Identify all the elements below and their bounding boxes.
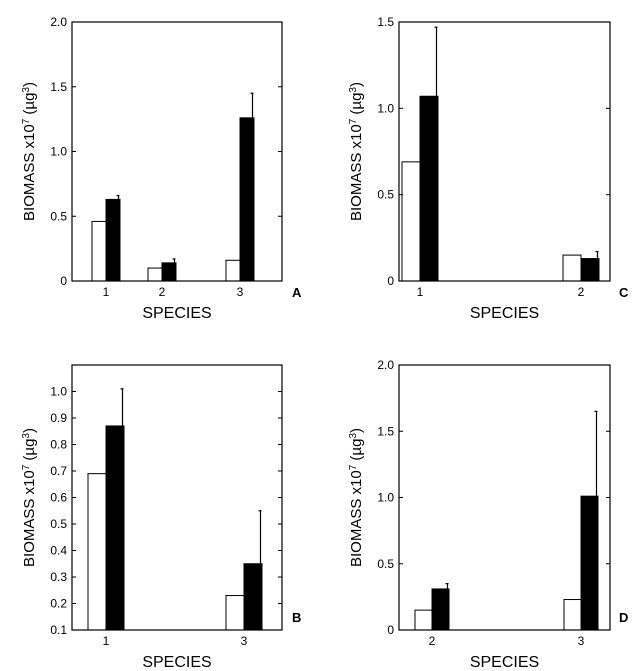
bar-filled — [419, 95, 439, 282]
y-tick-label: 1.0 — [377, 101, 394, 115]
x-tick-label: 2 — [429, 634, 436, 648]
y-tick-label: 0.5 — [50, 517, 67, 531]
plot-frame — [398, 21, 611, 282]
y-tick-label: 0.1 — [50, 623, 67, 637]
y-tick-label: 1.0 — [50, 385, 67, 399]
bar-filled — [239, 117, 255, 282]
x-tick-label: 3 — [241, 634, 248, 648]
bar-filled — [161, 262, 177, 282]
plot-frame — [398, 364, 611, 631]
x-tick-label: 2 — [578, 285, 585, 299]
chart-panel-c: 1 2 0 0.5 1.0 1.5 SPECIES BIOMASS x107 (µg3) C — [348, 15, 630, 322]
y-tick-label: 2.0 — [50, 15, 67, 29]
plot-frame — [71, 364, 283, 631]
x-axis-label: SPECIES — [470, 654, 539, 671]
y-tick-label: 0 — [60, 274, 67, 288]
y-tick-label: 0.6 — [50, 491, 67, 505]
y-tick-label: 0.3 — [50, 570, 67, 584]
y-tick-label: 0.4 — [50, 544, 67, 558]
y-tick-label: 1.5 — [377, 424, 394, 438]
y-tick-label: 0.5 — [50, 209, 67, 223]
bar-open — [147, 267, 163, 282]
bar-open — [562, 254, 582, 282]
y-axis-label: BIOMASS x107 (µg3) — [21, 428, 39, 567]
y-axis-label: BIOMASS x107 (µg3) — [21, 82, 39, 221]
bar-open — [414, 609, 433, 631]
y-axis-label: BIOMASS x107 (µg3) — [348, 82, 366, 221]
y-tick-label: 0.8 — [50, 438, 67, 452]
y-tick-label: 0.9 — [50, 411, 67, 425]
y-tick-label: 1.0 — [377, 491, 394, 505]
panel-letter: A — [292, 285, 302, 300]
bar-filled — [580, 258, 600, 282]
x-tick-label: 1 — [103, 634, 110, 648]
bar-open — [563, 599, 582, 631]
bar-open — [225, 595, 245, 631]
chart-panel-a: 1 2 3 0 0.5 1.0 1.5 2.0 SPECIES BIOMASS x107 (µg3… — [21, 15, 303, 322]
x-tick-label: 2 — [159, 285, 166, 299]
bar-open — [225, 259, 241, 282]
x-axis-label: SPECIES — [470, 305, 539, 322]
y-tick-label: 0 — [387, 274, 394, 288]
bar-filled — [431, 588, 450, 631]
y-tick-label: 0.7 — [50, 464, 67, 478]
bar-open — [91, 220, 107, 282]
y-tick-label: 0 — [387, 623, 394, 637]
y-tick-label: 0.2 — [50, 597, 67, 611]
bar-filled — [105, 425, 125, 631]
bar-filled — [580, 495, 599, 631]
x-tick-label: 3 — [578, 634, 585, 648]
y-tick-label: 0.5 — [377, 557, 394, 571]
panel-letter: B — [292, 610, 301, 625]
y-axis-label: BIOMASS x107 (µg3) — [348, 428, 366, 567]
panel-letter: C — [619, 285, 629, 300]
x-axis-label: SPECIES — [142, 654, 211, 671]
panel-letter: D — [619, 610, 628, 625]
x-axis-label: SPECIES — [142, 305, 211, 322]
chart-panel-d: 2 3 0 0.5 1.0 1.5 2.0 SPECIES BIOMASS x107 (µg3)… — [348, 358, 629, 671]
bar-open — [401, 161, 421, 282]
bar-filled — [243, 563, 263, 631]
y-tick-label: 0.5 — [377, 188, 394, 202]
y-tick-label: 1.0 — [50, 145, 67, 159]
y-tick-label: 1.5 — [377, 15, 394, 29]
x-tick-label: 3 — [237, 285, 244, 299]
chart-panel-b: 1 3 0.1 0.2 0.3 0.4 0.5 0.6 0.7 0.8 0.9 1.0 SPECIES B… — [21, 364, 301, 671]
plot-frame — [71, 21, 283, 282]
y-tick-label: 1.5 — [50, 80, 67, 94]
x-tick-label: 1 — [103, 285, 110, 299]
bar-open — [87, 473, 107, 631]
x-tick-label: 1 — [417, 285, 424, 299]
bar-filled — [105, 198, 121, 282]
y-tick-label: 2.0 — [377, 358, 394, 372]
